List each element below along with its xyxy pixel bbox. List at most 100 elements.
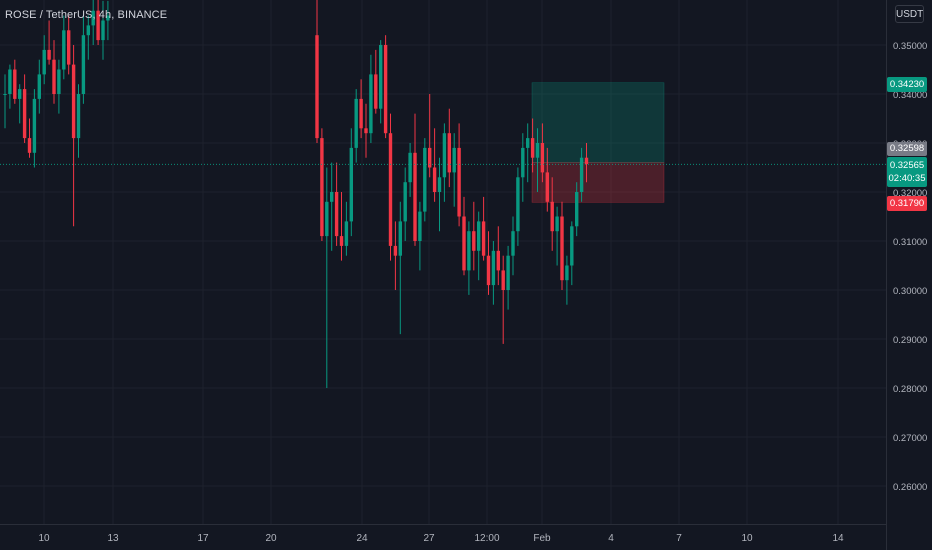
x-tick-label: 14 [832,533,844,544]
candle [27,118,32,158]
candle-body [550,201,554,232]
candle [511,216,515,276]
candle [491,241,496,305]
candle-body [408,152,412,183]
candle [339,192,344,261]
x-tick-label: 4 [608,533,614,544]
y-tick-label: 0.27000 [893,433,927,444]
candle-body [76,94,81,139]
candle [506,245,510,310]
candle-body [428,147,432,168]
candle [354,89,358,163]
candle-body [354,98,358,148]
candle [560,201,564,290]
candle [67,15,71,75]
candle-body [27,138,32,153]
candle [22,74,27,143]
candle [37,59,41,114]
candle-body [457,147,461,217]
candle-body [57,69,61,94]
candle [437,157,442,232]
last-price-value: 0.32565 [889,160,925,171]
candle-body [486,255,491,286]
candle [379,40,383,124]
candle-body [477,221,481,251]
candle-body [374,74,378,109]
candle-body [96,10,100,41]
candle [359,79,363,139]
candle [486,231,491,295]
candle [535,128,540,192]
candle [86,15,90,60]
candle [374,49,378,114]
candle-body [71,64,76,139]
candle-body [62,30,66,70]
candle [62,15,66,80]
candle [325,167,329,388]
candle [570,221,574,286]
candle-body [432,167,437,192]
candle-body [530,138,535,158]
candle-body [398,221,402,256]
candle [423,138,427,222]
candle-body [3,94,7,95]
symbol-title[interactable]: ROSE / TetherUS, 4h, BINANCE [5,9,168,21]
candle [432,128,437,202]
candle [467,221,471,295]
candle [457,123,461,227]
candle [47,20,51,65]
last-price-tag: 0.32565 02:40:35 [887,157,927,187]
y-tick-label: 0.35000 [893,41,927,52]
candle [96,0,100,45]
candle-body [334,192,339,237]
candle-body [472,231,476,251]
x-tick-label: 10 [741,533,753,544]
candle-body [496,250,500,271]
candle [584,143,589,183]
candle [330,162,334,251]
x-tick-label: Feb [533,533,551,544]
candle-body [359,98,363,129]
candle [106,0,110,41]
candle [496,226,500,286]
candle [71,45,76,227]
y-tick-label: 0.34000 [893,90,927,101]
candle-body [42,49,46,75]
candle-body [506,255,510,290]
candle-body [344,221,349,246]
candle-body [545,172,549,202]
candle-body [8,69,12,94]
candle [530,118,535,173]
candle [349,128,353,237]
bar-countdown: 02:40:35 [888,173,926,184]
candle [452,133,456,207]
candle [442,123,447,202]
candle [52,40,56,104]
candle [526,123,530,183]
candle [501,255,505,344]
candle-body [364,128,368,134]
x-tick-label: 24 [356,533,368,544]
candle-body [393,245,398,256]
candle [398,201,402,335]
candle [91,0,95,45]
candle [579,147,584,202]
candle-body [467,231,471,271]
candle-body [565,265,569,281]
y-tick-label: 0.26000 [893,482,927,493]
candle-body [481,221,486,256]
candle-body [491,250,496,286]
candle [477,211,481,281]
candle-body [516,177,520,232]
candle-body [535,143,540,158]
currency-unit-button[interactable]: USDT [895,5,924,23]
x-tick-label: 20 [265,533,277,544]
candle-body [413,152,417,241]
x-tick-label: 7 [676,533,682,544]
candle [81,15,86,104]
loss-zone [531,162,665,203]
x-tick-label: 13 [107,533,119,544]
candle-body [369,74,373,134]
